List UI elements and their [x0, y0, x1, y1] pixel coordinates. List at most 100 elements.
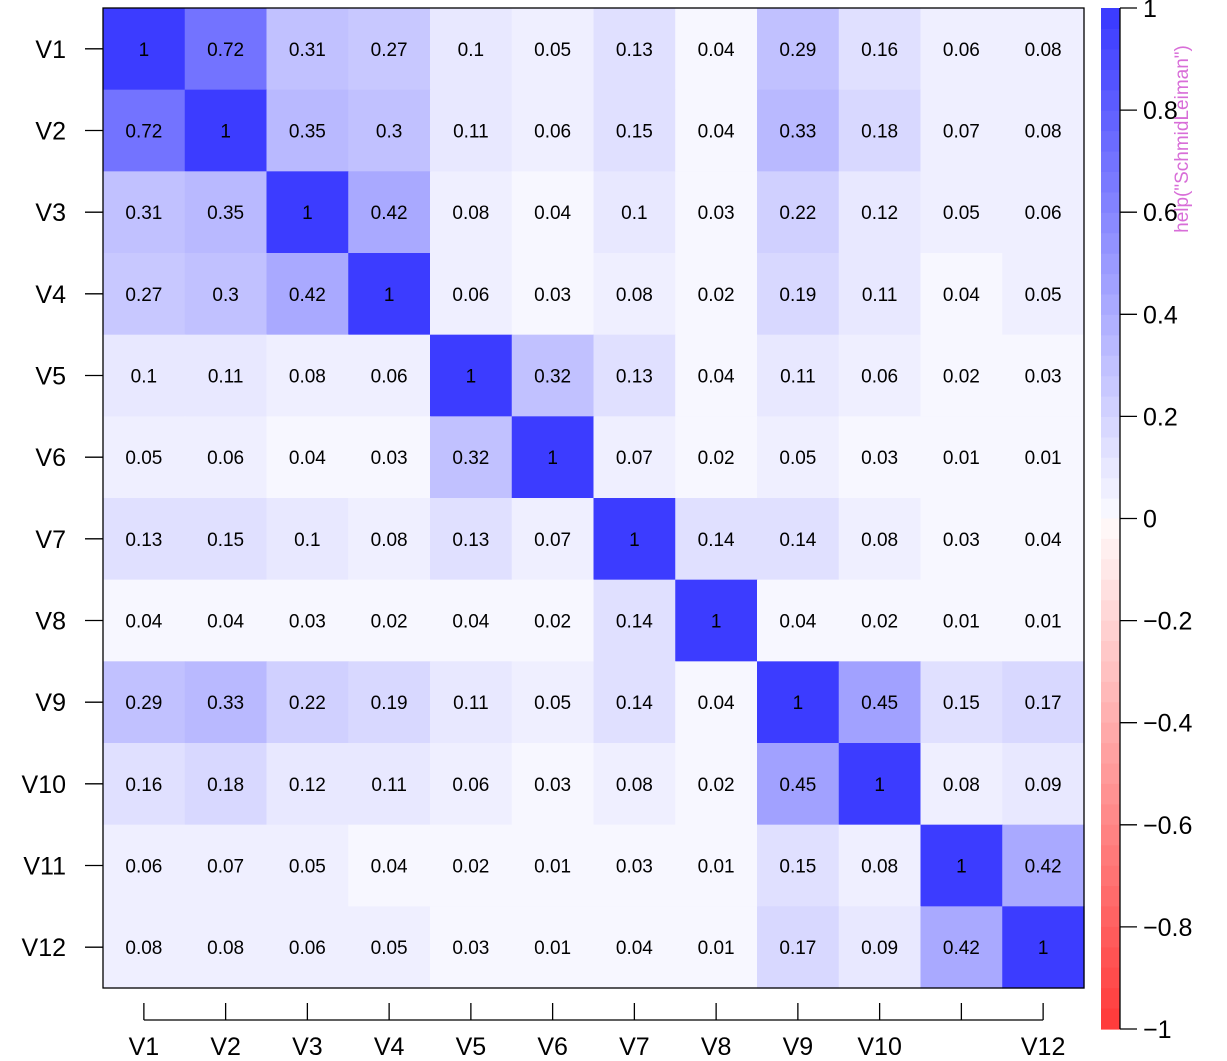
cell-value-label: 0.33: [207, 693, 244, 714]
heatmap-cell: [1002, 743, 1085, 826]
cell-value-label: 0.08: [207, 938, 244, 959]
colorbar-segment: [1101, 538, 1120, 560]
cell-value-label: 1: [629, 530, 640, 551]
cell-value-label: 1: [466, 367, 477, 388]
heatmap-cell: [1002, 906, 1085, 989]
heatmap-cell-labels: 1 0.72 0.31 0.27 0.1 0.05 0.13 0.04 0.29 0.16 0.06…: [125, 40, 1062, 959]
cell-value-label: 0.08: [289, 367, 326, 388]
heatmap-cell: [593, 906, 676, 989]
cell-value-label: 0.04: [943, 285, 980, 306]
x-tick-label: V10: [857, 1033, 901, 1061]
colorbar-segment: [1101, 498, 1120, 520]
cell-value-label: 0.11: [453, 693, 489, 714]
heatmap-cell: [266, 906, 349, 989]
colorbar-segment: [1101, 253, 1120, 275]
cell-value-label: 0.42: [371, 203, 408, 224]
cell-value-label: 0.11: [371, 775, 407, 796]
heatmap-cell: [757, 416, 840, 499]
cell-value-label: 0.08: [861, 530, 898, 551]
heatmap-cell: [757, 824, 840, 907]
cell-value-label: 0.16: [125, 775, 162, 796]
colorbar-tick-label: 0.4: [1143, 301, 1178, 329]
heatmap-cell: [511, 661, 595, 744]
heatmap-cell: [184, 334, 268, 417]
heatmap-cell: [103, 906, 186, 989]
heatmap-cell: [348, 8, 431, 91]
heatmap-cell: [838, 579, 922, 662]
heatmap-cell: [266, 416, 349, 499]
y-tick-label: V8: [35, 608, 66, 636]
colorbar-segment: [1101, 375, 1120, 397]
heatmap-cell: [184, 579, 268, 662]
heatmap-cell: [430, 171, 513, 254]
heatmap-cell: [1002, 8, 1085, 91]
heatmap-cell: [1002, 334, 1085, 417]
heatmap-cell: [1002, 661, 1085, 744]
cell-value-label: 0.07: [207, 857, 244, 878]
cell-value-label: 0.72: [125, 122, 162, 143]
cell-value-label: 0.04: [289, 448, 326, 469]
cell-value-label: 1: [711, 612, 722, 633]
colorbar-tick-label: −0.4: [1143, 710, 1192, 738]
cell-value-label: 0.03: [289, 612, 326, 633]
cell-value-label: 0.18: [207, 775, 244, 796]
colorbar-segment: [1101, 8, 1120, 30]
cell-value-label: 0.04: [371, 857, 408, 878]
y-tick-label: V12: [22, 934, 66, 962]
heatmap-cell: [675, 171, 758, 254]
heatmap-cell: [266, 743, 349, 826]
cell-value-label: 0.02: [861, 612, 898, 633]
cell-value-label: 0.01: [698, 857, 735, 878]
heatmap-cell: [103, 171, 186, 254]
cell-value-label: 0.13: [616, 367, 653, 388]
cell-value-label: 0.07: [943, 122, 980, 143]
heatmap-cell: [593, 171, 676, 254]
cell-value-label: 0.42: [1025, 857, 1062, 878]
cell-value-label: 0.05: [534, 693, 571, 714]
heatmap-cell: [511, 579, 595, 662]
overlay-annotation: help("SchmidLeiman"): [1172, 45, 1193, 233]
heatmap-cell: [103, 498, 186, 581]
colorbar-segment: [1101, 824, 1120, 846]
colorbar-segment: [1101, 69, 1120, 91]
cell-value-label: 0.72: [207, 40, 244, 61]
heatmap-cell: [266, 824, 349, 907]
colorbar-segment: [1101, 293, 1120, 315]
heatmap-cell: [757, 8, 840, 91]
heatmap-cell: [920, 171, 1003, 254]
cell-value-label: 1: [384, 285, 395, 306]
heatmap-cell: [348, 416, 431, 499]
y-tick-label: V4: [35, 281, 66, 309]
cell-value-label: 0.09: [861, 938, 898, 959]
heatmap-cell: [920, 824, 1003, 907]
heatmap-cell: [675, 824, 758, 907]
colorbar-segment: [1101, 89, 1120, 111]
cell-value-label: 0.02: [698, 448, 735, 469]
cell-value-label: 0.07: [534, 530, 571, 551]
cell-value-label: 0.04: [698, 367, 735, 388]
heatmap-cell: [1002, 824, 1085, 907]
y-axis: V1 V2 V3 V4 V5 V6 V7 V8 V9 V10 V11 V12: [22, 36, 103, 962]
heatmap-cell: [593, 824, 676, 907]
heatmap-cell: [184, 743, 268, 826]
cell-value-label: 0.02: [452, 857, 489, 878]
cell-value-label: 0.06: [207, 448, 244, 469]
heatmap-cell: [511, 498, 595, 581]
heatmap-cell: [757, 89, 840, 172]
heatmap-cell: [593, 89, 676, 172]
colorbar-segment: [1101, 702, 1120, 724]
cell-value-label: 0.06: [289, 938, 326, 959]
heatmap-cell: [675, 89, 758, 172]
colorbar-segment: [1101, 967, 1120, 989]
heatmap-cell: [511, 253, 595, 336]
heatmap-cell: [920, 8, 1003, 91]
colorbar-tick-label: −0.6: [1143, 812, 1192, 840]
heatmap-cell: [675, 416, 758, 499]
cell-value-label: 0.13: [452, 530, 489, 551]
heatmap-cell: [430, 253, 513, 336]
x-tick-label: V12: [1021, 1033, 1065, 1061]
cell-value-label: 0.17: [1025, 693, 1062, 714]
colorbar-segment: [1101, 641, 1120, 663]
heatmap-cell: [430, 661, 513, 744]
cell-value-label: 0.01: [1025, 612, 1062, 633]
